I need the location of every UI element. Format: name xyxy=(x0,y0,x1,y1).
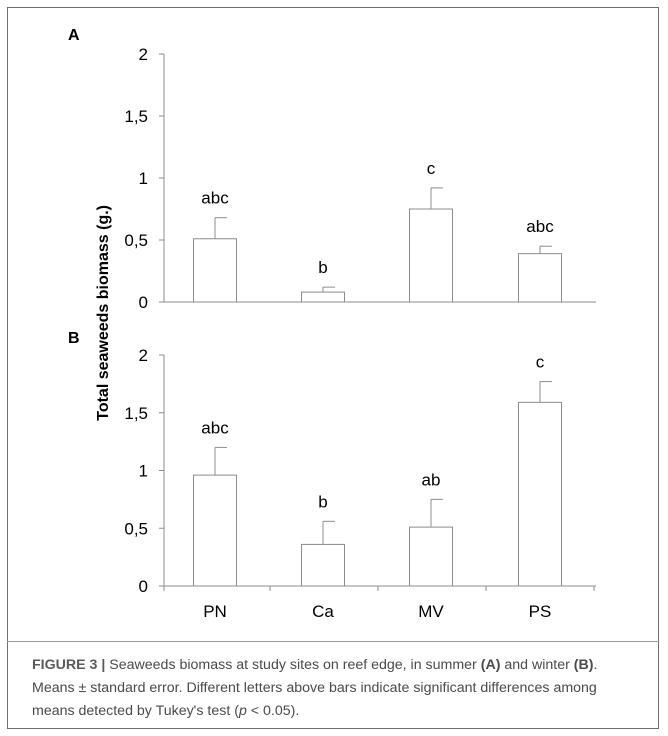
x-tick-label: PN xyxy=(203,602,227,621)
caption-label-a: (A) xyxy=(480,657,501,673)
bar-mv xyxy=(409,208,453,303)
y-tick-label: 0,5 xyxy=(124,519,148,538)
bar-pn xyxy=(193,238,237,303)
significance-letter: c xyxy=(536,353,545,372)
caption-label-b: (B) xyxy=(573,657,594,673)
y-tick-label: 2 xyxy=(139,45,148,64)
y-tick-label: 0 xyxy=(139,577,148,596)
caption-text-4: < 0.05). xyxy=(246,703,300,719)
figure-frame xyxy=(7,7,659,729)
y-tick-label: 2 xyxy=(139,346,148,365)
x-tick-label: Ca xyxy=(312,602,334,621)
panel-label-b: B xyxy=(68,330,80,347)
panel-label-a: A xyxy=(68,27,80,44)
y-tick-label: 0,5 xyxy=(124,231,148,250)
x-tick-label: PS xyxy=(529,602,552,621)
significance-letter: ab xyxy=(422,470,441,489)
caption-text-3: . Means ± standard error. Different lett… xyxy=(32,657,598,719)
caption-text-1: Seaweeds biomass at study sites on reef … xyxy=(105,657,481,673)
significance-letter: abc xyxy=(201,189,229,208)
y-tick-label: 1 xyxy=(139,462,148,481)
significance-letter: c xyxy=(427,159,436,178)
y-tick-label: 0 xyxy=(139,293,148,312)
significance-letter: abc xyxy=(201,418,229,437)
bar-ca xyxy=(301,543,345,587)
bar-ca xyxy=(301,291,345,303)
x-tick-label: MV xyxy=(418,602,444,621)
bar-ps xyxy=(518,401,562,587)
y-axis-label: Total seaweeds biomass (g.) xyxy=(95,205,112,421)
figure-caption: FIGURE 3 | Seaweeds biomass at study sit… xyxy=(32,654,642,723)
bar-pn xyxy=(193,474,237,587)
caption-text-2: and winter xyxy=(500,657,574,673)
significance-letter: b xyxy=(318,492,327,511)
bar-mv xyxy=(409,526,453,587)
y-tick-label: 1,5 xyxy=(124,404,148,423)
significance-letter: abc xyxy=(526,217,554,236)
caption-p-symbol: p xyxy=(238,703,247,719)
caption-divider xyxy=(7,641,659,642)
significance-letter: b xyxy=(318,258,327,277)
figure-label: FIGURE 3 | xyxy=(32,657,106,673)
bar-ps xyxy=(518,253,562,303)
y-tick-label: 1 xyxy=(139,169,148,188)
y-tick-label: 1,5 xyxy=(124,107,148,126)
